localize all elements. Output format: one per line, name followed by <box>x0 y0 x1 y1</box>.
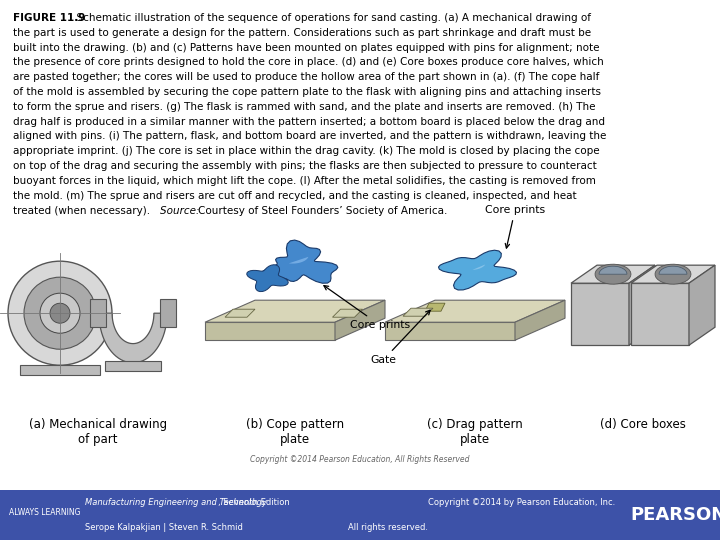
Polygon shape <box>571 283 629 345</box>
Circle shape <box>50 303 70 323</box>
Text: , Seventh Edition: , Seventh Edition <box>218 498 290 507</box>
Polygon shape <box>595 264 631 284</box>
Polygon shape <box>289 257 308 264</box>
Polygon shape <box>599 266 627 274</box>
Polygon shape <box>659 266 687 274</box>
Text: Serope Kalpakjian | Steven R. Schmid: Serope Kalpakjian | Steven R. Schmid <box>85 523 243 532</box>
Polygon shape <box>631 283 689 345</box>
Text: to form the sprue and risers. (g) The flask is rammed with sand, and the plate a: to form the sprue and risers. (g) The fl… <box>13 102 595 112</box>
Text: on top of the drag and securing the assembly with pins; the flasks are then subj: on top of the drag and securing the asse… <box>13 161 597 171</box>
Text: PEARSON: PEARSON <box>630 506 720 524</box>
Polygon shape <box>689 265 715 345</box>
Text: treated (when necessary).: treated (when necessary). <box>13 206 153 215</box>
Text: aligned with pins. (i) The pattern, flask, and bottom board are inverted, and th: aligned with pins. (i) The pattern, flas… <box>13 131 606 141</box>
Polygon shape <box>515 300 565 340</box>
Text: (a) Mechanical drawing
of part: (a) Mechanical drawing of part <box>29 418 167 446</box>
Text: (c) Drag pattern
plate: (c) Drag pattern plate <box>427 418 523 446</box>
Text: Core prints: Core prints <box>324 286 410 330</box>
Text: the mold. (m) The sprue and risers are cut off and recycled, and the casting is : the mold. (m) The sprue and risers are c… <box>13 191 577 201</box>
Circle shape <box>40 293 80 333</box>
Polygon shape <box>247 265 288 292</box>
Polygon shape <box>260 240 338 284</box>
Text: buoyant forces in the liquid, which might lift the cope. (l) After the metal sol: buoyant forces in the liquid, which migh… <box>13 176 596 186</box>
Text: are pasted together; the cores will be used to produce the hollow area of the pa: are pasted together; the cores will be u… <box>13 72 599 82</box>
Text: FIGURE 11.9: FIGURE 11.9 <box>13 13 86 23</box>
Polygon shape <box>571 265 655 283</box>
Polygon shape <box>629 265 655 345</box>
Text: drag half is produced in a similar manner with the pattern inserted; a bottom bo: drag half is produced in a similar manne… <box>13 117 605 127</box>
Polygon shape <box>438 250 516 290</box>
Text: Courtesy of Steel Founders’ Society of America.: Courtesy of Steel Founders’ Society of A… <box>198 206 447 215</box>
Text: Copyright ©2014 by Pearson Education, Inc.: Copyright ©2014 by Pearson Education, In… <box>428 498 616 507</box>
Polygon shape <box>425 303 445 311</box>
Polygon shape <box>335 300 385 340</box>
Circle shape <box>24 277 96 349</box>
Text: the presence of core prints designed to hold the core in place. (d) and (e) Core: the presence of core prints designed to … <box>13 57 604 68</box>
Polygon shape <box>631 265 715 283</box>
Polygon shape <box>333 309 362 317</box>
Polygon shape <box>99 313 167 363</box>
Polygon shape <box>655 264 691 284</box>
Text: All rights reserved.: All rights reserved. <box>348 523 428 532</box>
Text: (b) Cope pattern
plate: (b) Cope pattern plate <box>246 418 344 446</box>
Polygon shape <box>205 300 385 322</box>
Text: appropriate imprint. (j) The core is set in place within the drag cavity. (k) Th: appropriate imprint. (j) The core is set… <box>13 146 600 156</box>
Text: built into the drawing. (b) and (c) Patterns have been mounted on plates equippe: built into the drawing. (b) and (c) Patt… <box>13 43 600 52</box>
Polygon shape <box>385 322 515 340</box>
Bar <box>105 361 161 371</box>
Text: the part is used to generate a design for the pattern. Considerations such as pa: the part is used to generate a design fo… <box>13 28 591 38</box>
Text: Gate: Gate <box>370 310 430 365</box>
Polygon shape <box>225 309 255 317</box>
Text: ALWAYS LEARNING: ALWAYS LEARNING <box>9 508 80 517</box>
Bar <box>90 299 106 327</box>
Text: Copyright ©2014 Pearson Education, All Rights Reserved: Copyright ©2014 Pearson Education, All R… <box>251 455 469 464</box>
Text: of the mold is assembled by securing the cope pattern plate to the flask with al: of the mold is assembled by securing the… <box>13 87 601 97</box>
Polygon shape <box>205 322 335 340</box>
Bar <box>20 365 100 375</box>
Text: (d) Core boxes: (d) Core boxes <box>600 418 686 431</box>
Text: Core prints: Core prints <box>485 205 545 248</box>
Polygon shape <box>403 308 433 316</box>
Text: Manufacturing Engineering and Technology: Manufacturing Engineering and Technology <box>85 498 267 507</box>
Polygon shape <box>385 300 565 322</box>
Text: Source:: Source: <box>160 206 203 215</box>
Polygon shape <box>472 265 485 270</box>
Bar <box>160 299 176 327</box>
Circle shape <box>8 261 112 365</box>
Text: Schematic illustration of the sequence of operations for sand casting. (a) A mec: Schematic illustration of the sequence o… <box>70 13 591 23</box>
